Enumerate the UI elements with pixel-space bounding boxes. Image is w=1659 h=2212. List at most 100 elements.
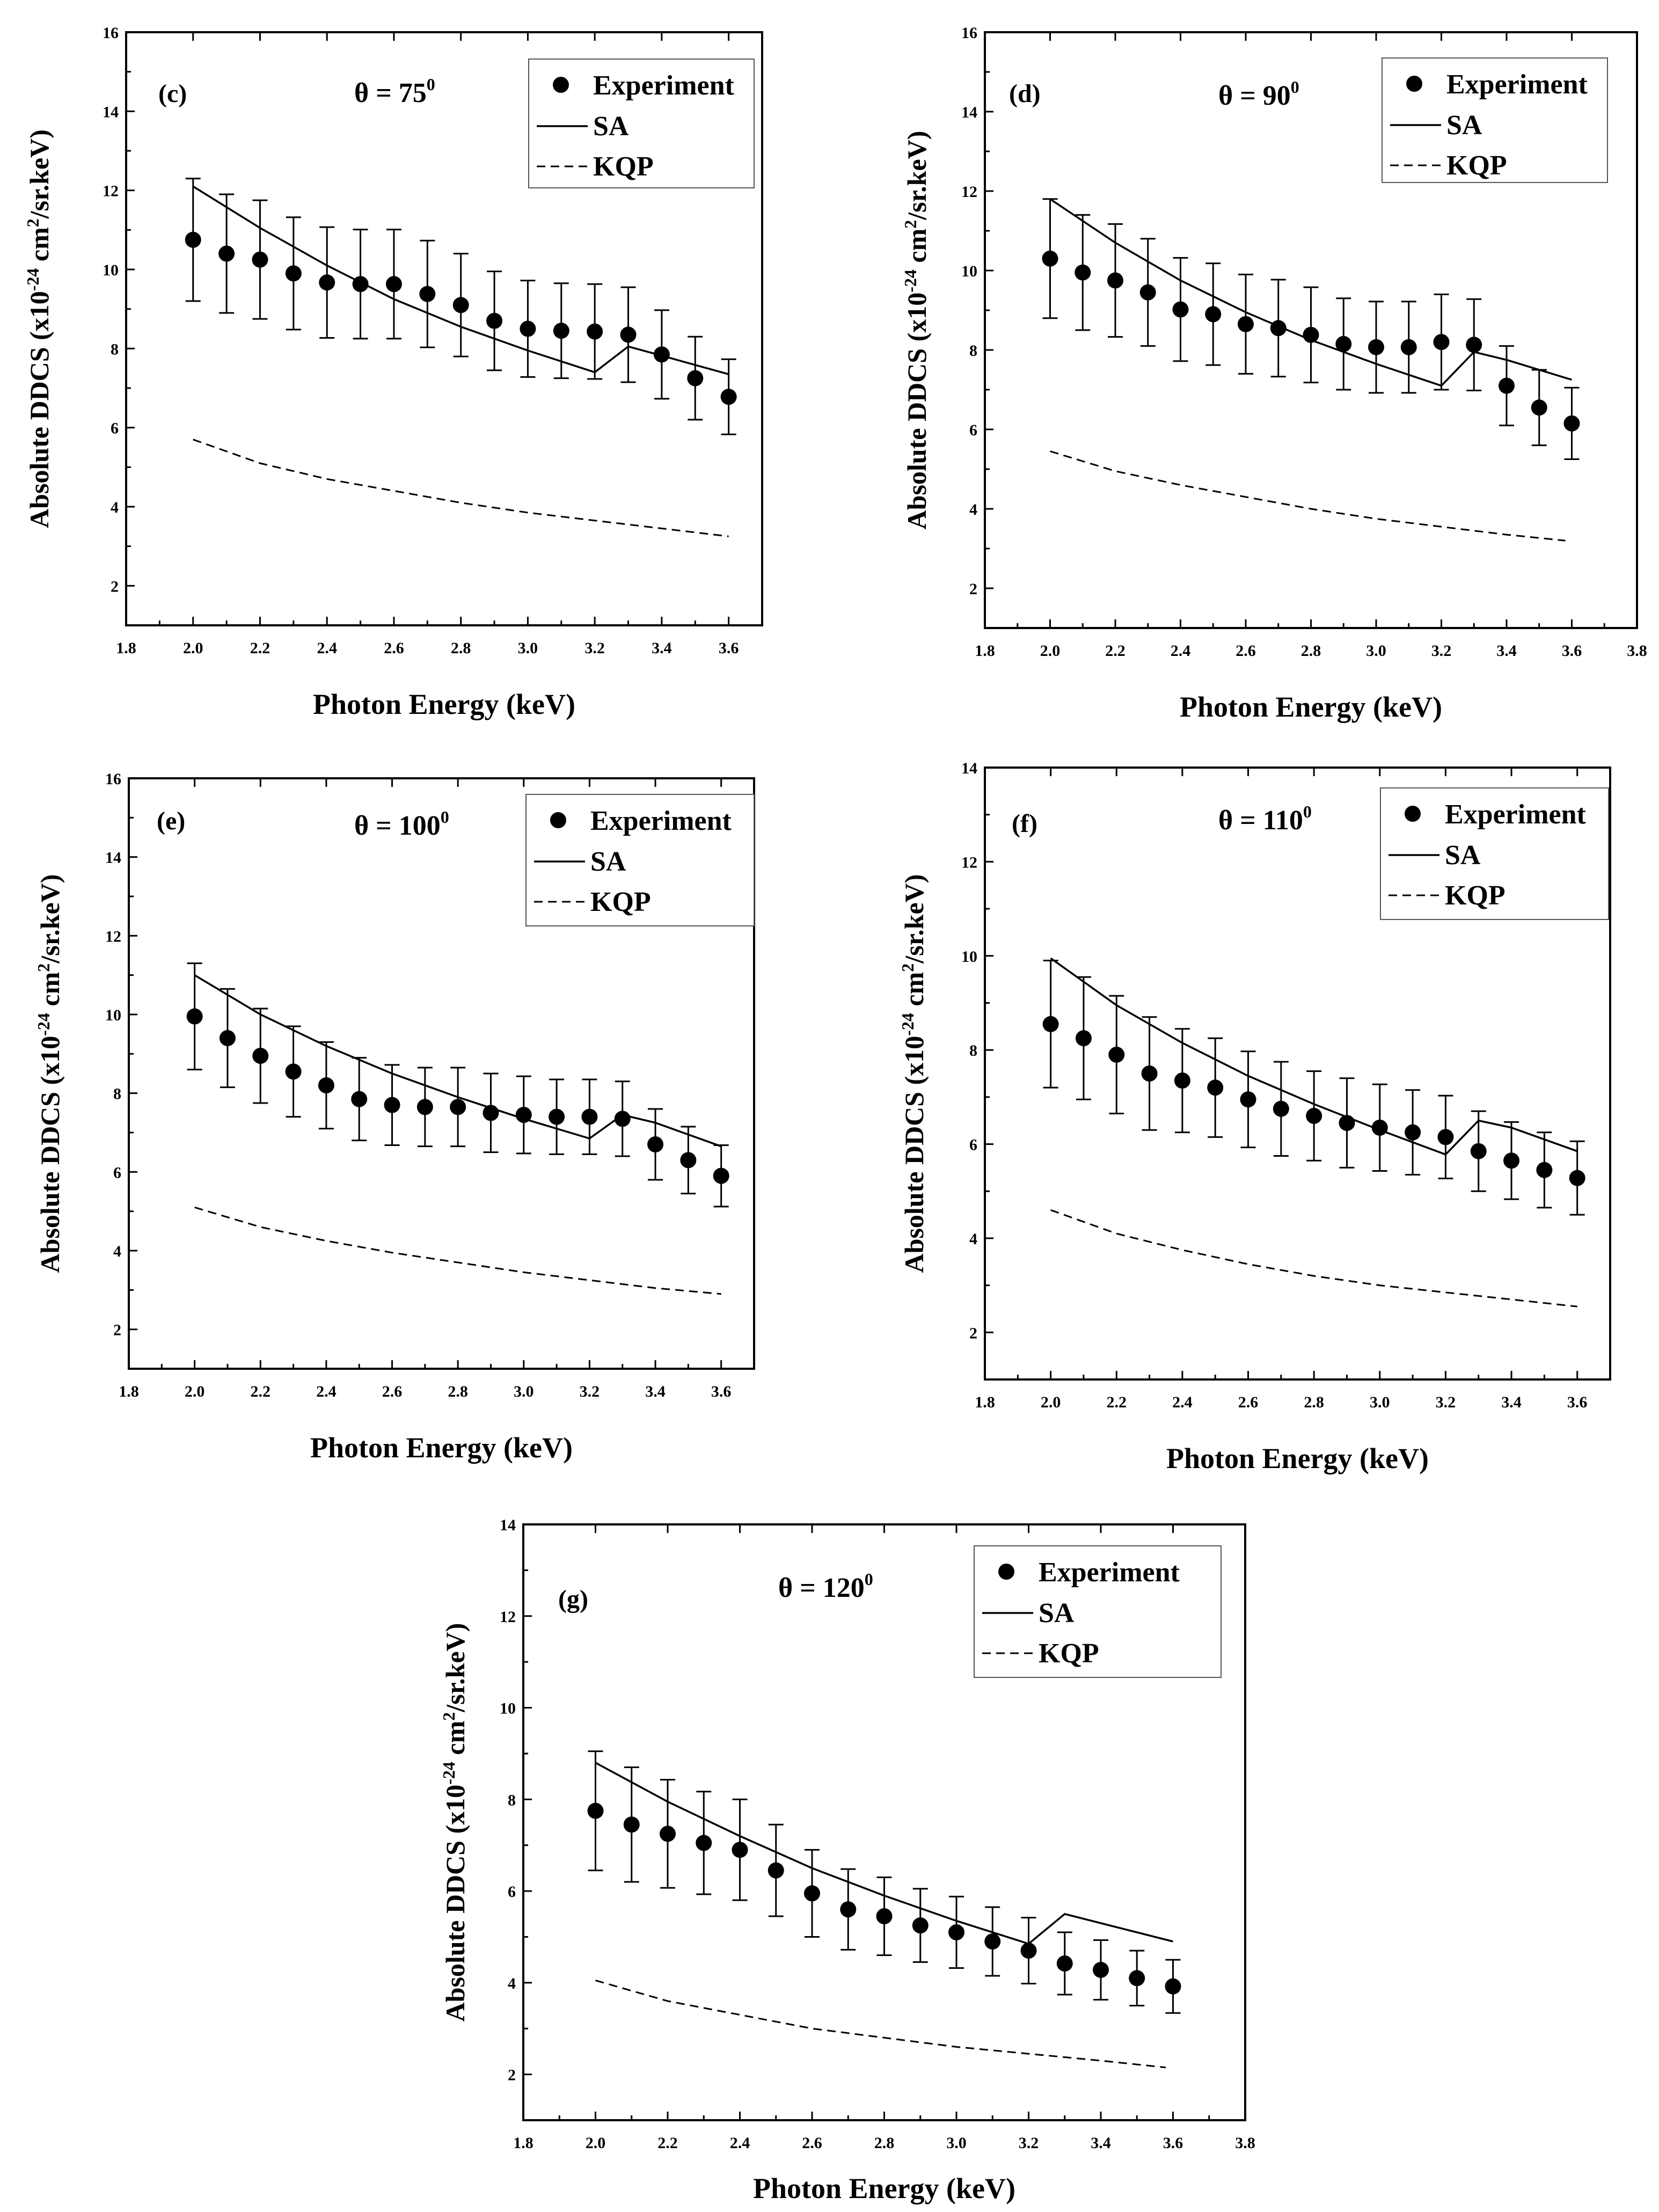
legend-kqp-label: KQP xyxy=(1039,1638,1099,1669)
x-tick-label: 1.8 xyxy=(513,2134,533,2152)
x-tick-label: 3.4 xyxy=(1496,642,1517,660)
experiment-point xyxy=(1042,250,1058,267)
y-tick-label: 12 xyxy=(500,1608,516,1626)
x-tick-label: 2.0 xyxy=(185,1383,205,1400)
y-tick-label: 4 xyxy=(969,501,977,519)
experiment-point xyxy=(587,323,603,340)
y-tick-label: 14 xyxy=(961,760,977,777)
y-tick-label: 8 xyxy=(969,342,977,360)
kqp-line xyxy=(595,1980,1166,2069)
plot-frame xyxy=(984,766,1611,1381)
y-tick-label: 10 xyxy=(961,262,977,280)
experiment-point xyxy=(1141,1065,1158,1082)
experiment-point xyxy=(416,1099,433,1115)
experiment-point xyxy=(419,286,436,302)
y-tick-label: 14 xyxy=(105,849,121,867)
experiment-point xyxy=(486,312,503,329)
experiment-point xyxy=(876,1908,893,1925)
panel-label: (g) xyxy=(558,1585,588,1614)
experiment-point xyxy=(660,1826,676,1842)
panel-label: (d) xyxy=(1009,79,1041,108)
y-tick-label: 6 xyxy=(508,1883,516,1901)
experiment-point xyxy=(450,1099,466,1115)
experiment-point xyxy=(1466,337,1482,353)
legend-experiment-label: Experiment xyxy=(1039,1557,1180,1588)
experiment-point xyxy=(948,1924,964,1940)
experiment-point xyxy=(581,1108,598,1125)
experiment-point xyxy=(384,1097,400,1113)
y-tick-label: 10 xyxy=(961,948,977,966)
x-tick-label: 2.2 xyxy=(1107,1393,1127,1411)
experiment-point xyxy=(984,1933,1001,1950)
y-tick-label: 2 xyxy=(113,1322,121,1339)
experiment-point xyxy=(1339,1115,1355,1131)
experiment-point xyxy=(1569,1170,1585,1186)
x-tick-label: 2.6 xyxy=(382,1383,403,1400)
experiment-point xyxy=(620,326,637,343)
y-tick-label: 16 xyxy=(961,24,977,42)
x-tick-label: 2.6 xyxy=(1238,1393,1259,1411)
angle-label: θ = 900 xyxy=(1218,77,1299,111)
x-tick-label: 2.0 xyxy=(1040,642,1061,660)
x-tick-label: 2.0 xyxy=(183,639,203,657)
legend-sa-label: SA xyxy=(1446,110,1482,141)
y-tick-label: 12 xyxy=(103,182,119,200)
x-axis-label: Photon Energy (keV) xyxy=(1180,691,1442,723)
y-tick-label: 12 xyxy=(961,183,977,201)
legend-experiment-label: Experiment xyxy=(593,70,735,101)
legend-experiment-marker xyxy=(998,1564,1014,1580)
experiment-point xyxy=(1405,1124,1421,1141)
legend-kqp-label: KQP xyxy=(1445,880,1505,911)
x-tick-label: 2.4 xyxy=(1172,1393,1193,1411)
legend-experiment-marker xyxy=(550,812,566,828)
x-tick-label: 2.8 xyxy=(1301,642,1321,660)
experiment-point xyxy=(1108,1046,1125,1063)
x-tick-label: 2.4 xyxy=(316,1383,337,1400)
experiment-point xyxy=(653,346,670,363)
x-tick-label: 3.4 xyxy=(652,639,672,657)
x-tick-label: 1.8 xyxy=(975,1393,995,1411)
x-axis-label: Photon Energy (keV) xyxy=(310,1432,573,1464)
experiment-point xyxy=(1470,1143,1487,1159)
y-tick-label: 14 xyxy=(500,1516,516,1534)
experiment-point xyxy=(1172,301,1189,318)
experiment-point xyxy=(614,1111,631,1127)
y-tick-label: 12 xyxy=(961,853,977,871)
legend-experiment-marker xyxy=(1405,806,1421,822)
plot-frame xyxy=(125,31,763,626)
y-tick-label: 4 xyxy=(969,1230,977,1248)
experiment-point xyxy=(1093,1961,1109,1978)
experiment-point xyxy=(1433,334,1450,351)
x-tick-label: 3.6 xyxy=(711,1383,732,1400)
experiment-point xyxy=(385,276,402,293)
x-tick-label: 3.6 xyxy=(1562,642,1582,660)
legend-box xyxy=(974,1545,1222,1678)
experiment-point xyxy=(1371,1119,1388,1136)
x-tick-label: 2.2 xyxy=(251,1383,271,1400)
x-tick-label: 3.0 xyxy=(946,2134,967,2152)
x-tick-label: 3.8 xyxy=(1235,2134,1255,2152)
x-tick-label: 3.2 xyxy=(584,639,605,657)
y-tick-label: 2 xyxy=(969,580,977,598)
y-tick-label: 14 xyxy=(103,103,119,121)
x-tick-label: 2.0 xyxy=(1041,1393,1061,1411)
panel-label: (e) xyxy=(157,807,185,835)
experiment-point xyxy=(285,1063,302,1080)
experiment-point xyxy=(1020,1943,1037,1959)
x-tick-label: 3.2 xyxy=(580,1383,600,1400)
experiment-point xyxy=(483,1105,499,1121)
experiment-point xyxy=(1107,272,1123,289)
panel-f: 1.8 2.0 2.2 2.4 2.6 2.8 3.0 3.2 3.4 3.6 2 4 6 8 10 12 14… xyxy=(898,760,1611,1474)
y-tick-label: 8 xyxy=(111,340,119,358)
experiment-point xyxy=(1075,1030,1092,1047)
x-tick-label: 2.4 xyxy=(317,639,337,657)
experiment-point xyxy=(623,1816,640,1833)
plot-frame xyxy=(128,777,755,1370)
experiment-point xyxy=(520,320,536,337)
x-tick-label: 2.8 xyxy=(451,639,471,657)
x-tick-label: 2.6 xyxy=(1236,642,1256,660)
legend-sa-label: SA xyxy=(1039,1598,1075,1629)
kqp-line xyxy=(1050,1209,1577,1308)
experiment-point xyxy=(1437,1129,1454,1145)
legend-sa-label: SA xyxy=(1445,840,1481,871)
